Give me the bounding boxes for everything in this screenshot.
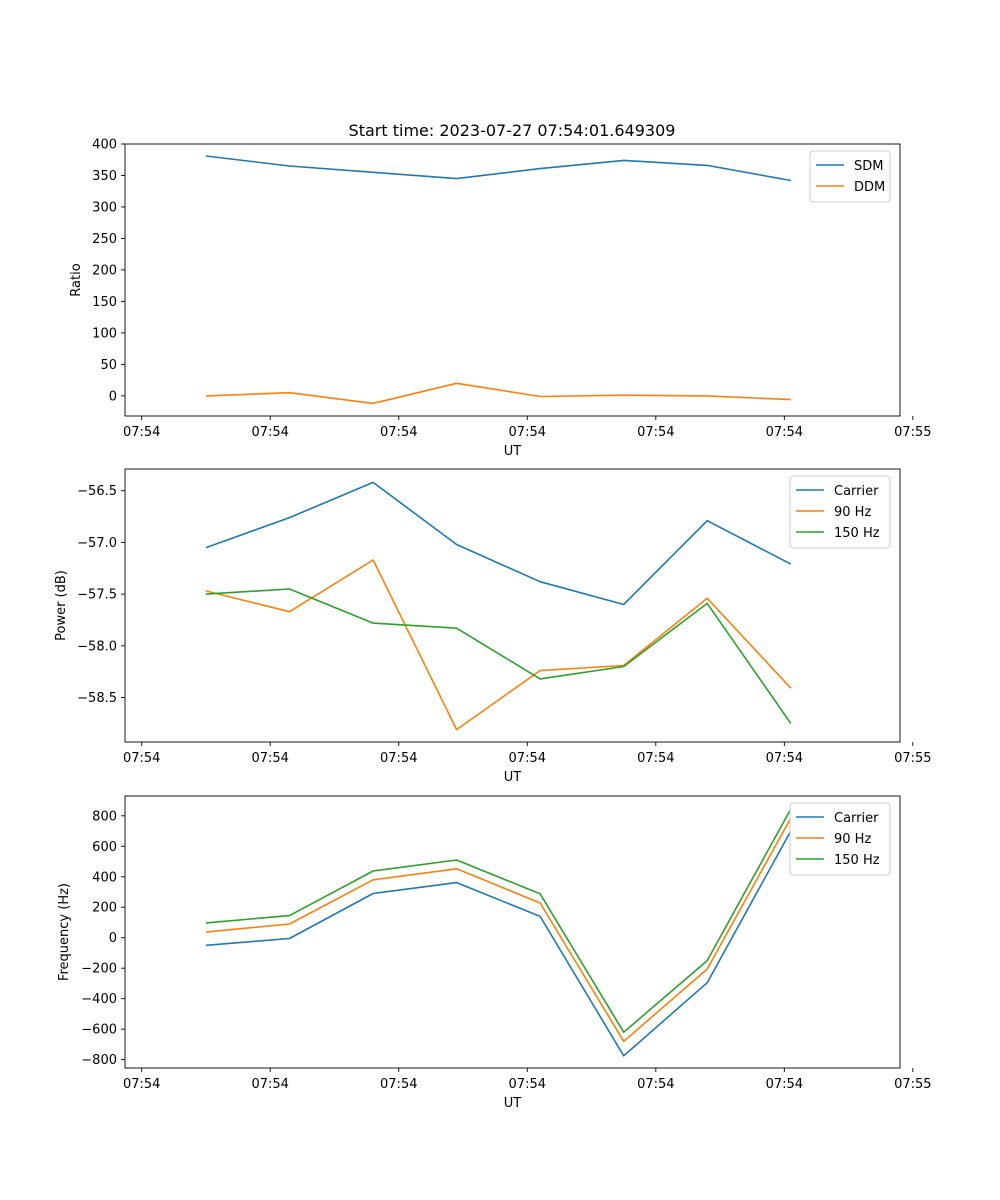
x-tick-label: 07:54 <box>637 1077 674 1092</box>
y-axis-label: Power (dB) <box>54 570 69 641</box>
y-tick-label: 200 <box>92 901 117 916</box>
x-tick-label: 07:54 <box>123 1077 160 1092</box>
y-tick-label: −58.5 <box>77 691 117 706</box>
x-tick-label: 07:54 <box>766 425 803 440</box>
x-axis-label: UT <box>504 444 522 459</box>
x-tick-label: 07:54 <box>637 751 674 766</box>
legend-entry: Carrier <box>834 484 879 499</box>
y-tick-label: −57.0 <box>77 536 117 551</box>
legend: Carrier 90 Hz 150 Hz <box>789 475 891 549</box>
x-tick-label: 07:55 <box>894 425 931 440</box>
y-tick-label: 0 <box>109 931 117 946</box>
legend-entry: 90 Hz <box>834 832 871 847</box>
y-tick-label: −400 <box>81 992 117 1007</box>
x-tick-label: 07:54 <box>766 1077 803 1092</box>
y-tick-label: 200 <box>92 263 117 278</box>
x-tick-label: 07:54 <box>509 751 546 766</box>
legend-entry: Carrier <box>834 811 879 826</box>
x-tick-label: 07:54 <box>509 1077 546 1092</box>
x-axis-label: UT <box>504 770 522 785</box>
series-line-sdm <box>205 155 791 182</box>
x-tick-label: 07:54 <box>766 751 803 766</box>
series-line-carrier <box>205 830 792 1057</box>
legend-entry: 150 Hz <box>834 853 880 868</box>
y-tick-label: 150 <box>92 295 117 310</box>
y-tick-label: 250 <box>92 232 117 247</box>
x-tick-label: 07:55 <box>894 1077 931 1092</box>
x-tick-label: 07:54 <box>251 1077 288 1092</box>
y-tick-label: 600 <box>92 840 117 855</box>
x-tick-label: 07:54 <box>637 425 674 440</box>
y-tick-label: −58.0 <box>77 639 117 654</box>
y-tick-label: −57.5 <box>77 588 117 603</box>
series-line-90-hz <box>205 559 792 731</box>
y-tick-label: 400 <box>92 870 117 885</box>
x-tick-label: 07:54 <box>251 425 288 440</box>
y-tick-label: −800 <box>81 1053 117 1068</box>
y-tick-label: 400 <box>92 138 117 153</box>
x-tick-label: 07:54 <box>251 751 288 766</box>
x-tick-label: 07:54 <box>123 751 160 766</box>
x-axis-label: UT <box>504 1096 522 1111</box>
legend-entry: SDM <box>854 159 883 174</box>
legend-box <box>789 802 891 876</box>
y-tick-label: −56.5 <box>77 484 117 499</box>
legend: Carrier 90 Hz 150 Hz <box>789 802 891 876</box>
x-tick-label: 07:54 <box>380 751 417 766</box>
legend-box <box>809 150 891 203</box>
axes-frame <box>124 143 901 417</box>
y-tick-label: 300 <box>92 200 117 215</box>
y-tick-label: −600 <box>81 1023 117 1038</box>
x-tick-label: 07:54 <box>123 425 160 440</box>
x-tick-label: 07:54 <box>380 1077 417 1092</box>
x-tick-label: 07:55 <box>894 751 931 766</box>
series-line-150-hz <box>205 808 792 1033</box>
panel-power: 07:54 07:54 07:54 07:54 07:54 07:54 07:55 −56.5… <box>54 468 932 785</box>
x-tick-label: 07:54 <box>380 425 417 440</box>
series-line-150-hz <box>205 588 792 724</box>
axes-frame <box>124 468 901 743</box>
y-axis-label: Frequency (Hz) <box>57 883 72 981</box>
series-line-ddm <box>205 382 791 405</box>
figure-title: Start time: 2023-07-27 07:54:01.649309 <box>349 121 676 140</box>
y-tick-label: 800 <box>92 809 117 824</box>
y-tick-label: 100 <box>92 326 117 341</box>
legend-entry: 90 Hz <box>834 505 871 520</box>
legend-entry: 150 Hz <box>834 526 880 541</box>
legend-box <box>789 475 891 549</box>
y-tick-label: −200 <box>81 962 117 977</box>
y-tick-label: 50 <box>100 358 117 373</box>
legend-entry: DDM <box>854 180 885 195</box>
series-line-90-hz <box>205 817 792 1043</box>
x-tick-label: 07:54 <box>509 425 546 440</box>
series-line-carrier <box>205 481 792 606</box>
legend: SDM DDM <box>809 150 891 203</box>
y-tick-label: 0 <box>109 389 117 404</box>
axes-frame <box>124 795 901 1069</box>
panel-ratio: 07:54 07:54 07:54 07:54 07:54 07:54 07:55 0 50 10… <box>69 138 932 460</box>
panel-frequency: 07:54 07:54 07:54 07:54 07:54 07:54 07:55 800 60… <box>57 795 932 1111</box>
y-axis-label: Ratio <box>69 263 84 296</box>
y-tick-label: 350 <box>92 169 117 184</box>
